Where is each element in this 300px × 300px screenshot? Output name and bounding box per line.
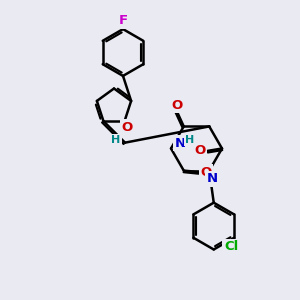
Text: F: F <box>118 14 127 27</box>
Text: O: O <box>172 99 183 112</box>
Text: N: N <box>175 136 186 150</box>
Text: O: O <box>122 121 133 134</box>
Text: O: O <box>201 166 212 178</box>
Text: H: H <box>111 135 121 145</box>
Text: H: H <box>185 135 194 145</box>
Text: O: O <box>194 144 206 158</box>
Text: Cl: Cl <box>224 240 238 253</box>
Text: N: N <box>207 172 218 185</box>
